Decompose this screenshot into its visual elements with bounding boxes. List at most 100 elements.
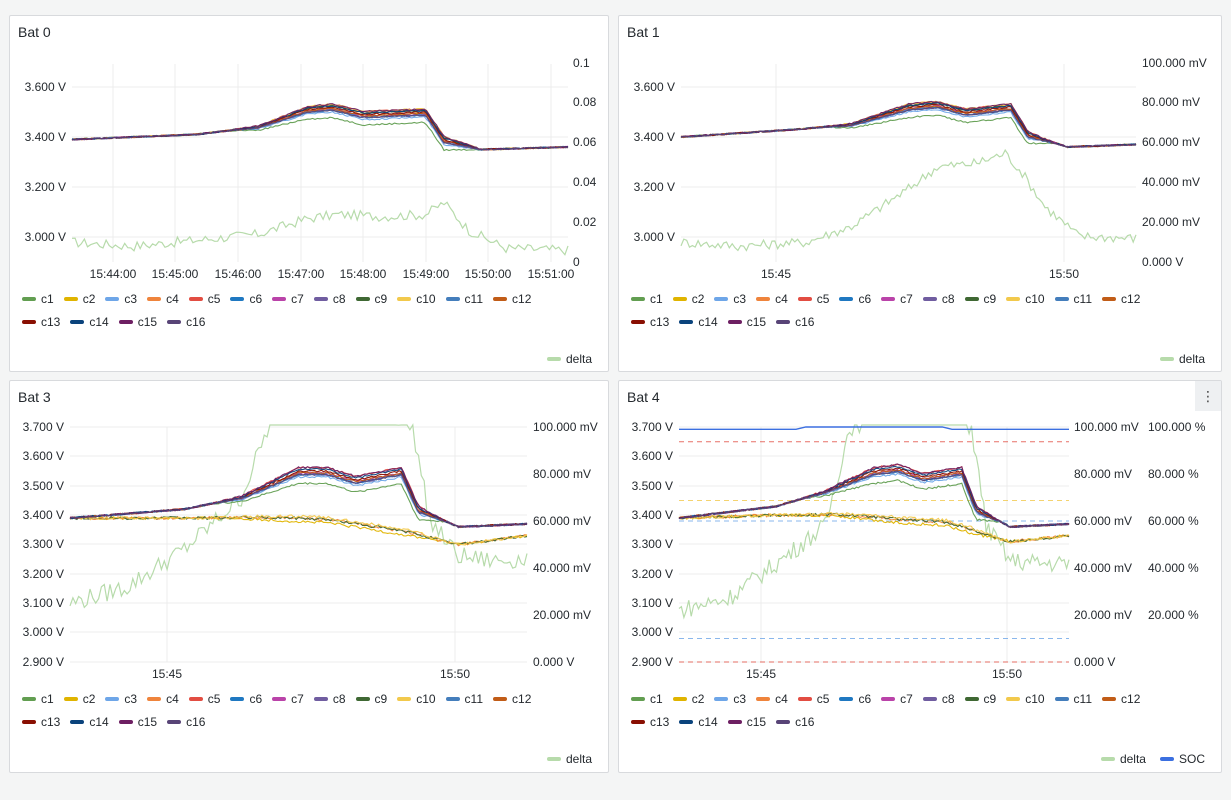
legend-item-c3[interactable]: c3: [105, 290, 137, 307]
legend-item-delta[interactable]: delta: [546, 750, 592, 767]
legend-swatch: [355, 696, 370, 701]
legend-item-c10[interactable]: c10: [1006, 690, 1045, 707]
y-left-tick-label: 3.600 V: [634, 80, 675, 94]
legend-item-c2[interactable]: c2: [672, 690, 704, 707]
legend-item-c16[interactable]: c16: [167, 713, 205, 730]
legend-item-c6[interactable]: c6: [230, 690, 262, 707]
legend-item-c9[interactable]: c9: [964, 690, 996, 707]
panel-title[interactable]: Bat 1: [627, 24, 660, 40]
x-tick-label: 15:50: [992, 667, 1022, 681]
panel-title[interactable]: Bat 4: [627, 389, 660, 405]
panel-menu-icon[interactable]: ⋮: [1195, 381, 1221, 411]
legend-item-c2[interactable]: c2: [672, 290, 704, 307]
legend-label: c5: [207, 291, 221, 306]
legend-item-c8[interactable]: c8: [313, 290, 346, 307]
legend-item-c16[interactable]: c16: [776, 713, 814, 730]
legend-swatch: [672, 296, 687, 301]
y-left-tick-label: 3.000 V: [634, 230, 675, 244]
legend-item-c10[interactable]: c10: [1006, 290, 1045, 307]
legend-item-c1[interactable]: c1: [631, 690, 663, 707]
legend-item-c3[interactable]: c3: [105, 690, 137, 707]
legend-item-c3[interactable]: c3: [714, 290, 746, 307]
legend-item-c11[interactable]: c11: [445, 690, 483, 707]
legend-item-c5[interactable]: c5: [797, 690, 829, 707]
legend-item-c4[interactable]: c4: [756, 690, 788, 707]
legend-swatch: [1100, 756, 1115, 761]
legend-item-c13[interactable]: c13: [631, 713, 669, 730]
legend-item-c12[interactable]: c12: [1102, 690, 1140, 707]
legend-item-c6[interactable]: c6: [839, 290, 871, 307]
legend-item-c5[interactable]: c5: [188, 290, 221, 307]
y-right-tick-label: 0.02: [573, 215, 597, 229]
legend-item-c8[interactable]: c8: [922, 290, 955, 307]
legend-item-c5[interactable]: c5: [797, 290, 829, 307]
panel-title[interactable]: Bat 3: [18, 389, 51, 405]
legend-item-c11[interactable]: c11: [445, 290, 483, 307]
legend-item-c15[interactable]: c15: [118, 313, 157, 330]
legend-item-c14[interactable]: c14: [70, 313, 109, 330]
legend-item-soc[interactable]: SOC: [1159, 750, 1205, 767]
legend-item-c9[interactable]: c9: [964, 290, 996, 307]
legend-item-c15[interactable]: c15: [727, 313, 766, 330]
legend-item-c13[interactable]: c13: [22, 713, 60, 730]
legend-item-c14[interactable]: c14: [679, 313, 718, 330]
legend-item-delta[interactable]: delta: [1100, 750, 1146, 767]
cell-line-c7: [678, 469, 1070, 528]
panel-title[interactable]: Bat 0: [18, 24, 51, 40]
legend-item-c14[interactable]: c14: [70, 713, 109, 730]
legend-item-c9[interactable]: c9: [355, 690, 387, 707]
y-right-tick-label: 0.000 V: [1142, 255, 1183, 269]
legend-item-c2[interactable]: c2: [63, 290, 95, 307]
legend-item-c7[interactable]: c7: [881, 290, 913, 307]
legend-item-c13[interactable]: c13: [22, 313, 60, 330]
legend-item-c1[interactable]: c1: [22, 690, 54, 707]
legend-item-c3[interactable]: c3: [714, 690, 746, 707]
legend-item-c6[interactable]: c6: [839, 690, 871, 707]
legend-swatch: [679, 719, 694, 724]
legend-item-c13[interactable]: c13: [631, 313, 669, 330]
legend-item-c9[interactable]: c9: [355, 290, 387, 307]
legend-item-c7[interactable]: c7: [881, 690, 913, 707]
legend-swatch: [839, 696, 854, 701]
legend-item-c6[interactable]: c6: [230, 290, 262, 307]
legend-item-c10[interactable]: c10: [397, 690, 436, 707]
y-right-tick-label: 0.1: [573, 56, 590, 70]
legend-item-c10[interactable]: c10: [397, 290, 436, 307]
legend-item-c12[interactable]: c12: [1102, 290, 1140, 307]
x-tick-label: 15:47:00: [278, 267, 325, 281]
legend-item-c5[interactable]: c5: [188, 690, 220, 707]
legend-item-c16[interactable]: c16: [776, 313, 814, 330]
legend-item-c12[interactable]: c12: [493, 290, 531, 307]
legend-item-c15[interactable]: c15: [118, 713, 157, 730]
legend-label: c6: [249, 691, 263, 706]
legend-item-c1[interactable]: c1: [22, 290, 54, 307]
legend-item-c4[interactable]: c4: [756, 290, 788, 307]
legend-item-delta[interactable]: delta: [1159, 350, 1205, 367]
legend-item-c11[interactable]: c11: [1054, 690, 1092, 707]
legend-item-c8[interactable]: c8: [922, 690, 955, 707]
legend-item-c15[interactable]: c15: [727, 713, 766, 730]
cell-line-c1: [69, 482, 528, 528]
legend-item-c14[interactable]: c14: [679, 713, 718, 730]
legend-label: c16: [795, 314, 815, 329]
legend-item-c2[interactable]: c2: [63, 690, 95, 707]
legend-label: c3: [733, 691, 747, 706]
legend-swatch: [445, 696, 460, 701]
legend-item-c12[interactable]: c12: [493, 690, 531, 707]
legend-item-c7[interactable]: c7: [272, 690, 304, 707]
legend-item-c16[interactable]: c16: [167, 313, 205, 330]
legend-item-c1[interactable]: c1: [631, 290, 663, 307]
cell-line-c6: [71, 109, 569, 151]
legend-swatch: [797, 296, 812, 301]
legend-swatch: [964, 296, 979, 301]
legend-item-c4[interactable]: c4: [147, 290, 179, 307]
legend-item-c8[interactable]: c8: [313, 690, 346, 707]
legend-swatch: [272, 296, 287, 301]
legend-item-c4[interactable]: c4: [147, 690, 179, 707]
cell-line-c10: [678, 511, 1070, 544]
legend-swatch: [63, 696, 78, 701]
legend-item-c11[interactable]: c11: [1054, 290, 1092, 307]
legend-item-c7[interactable]: c7: [272, 290, 304, 307]
legend-swatch: [1102, 296, 1117, 301]
legend-item-delta[interactable]: delta: [546, 350, 592, 367]
